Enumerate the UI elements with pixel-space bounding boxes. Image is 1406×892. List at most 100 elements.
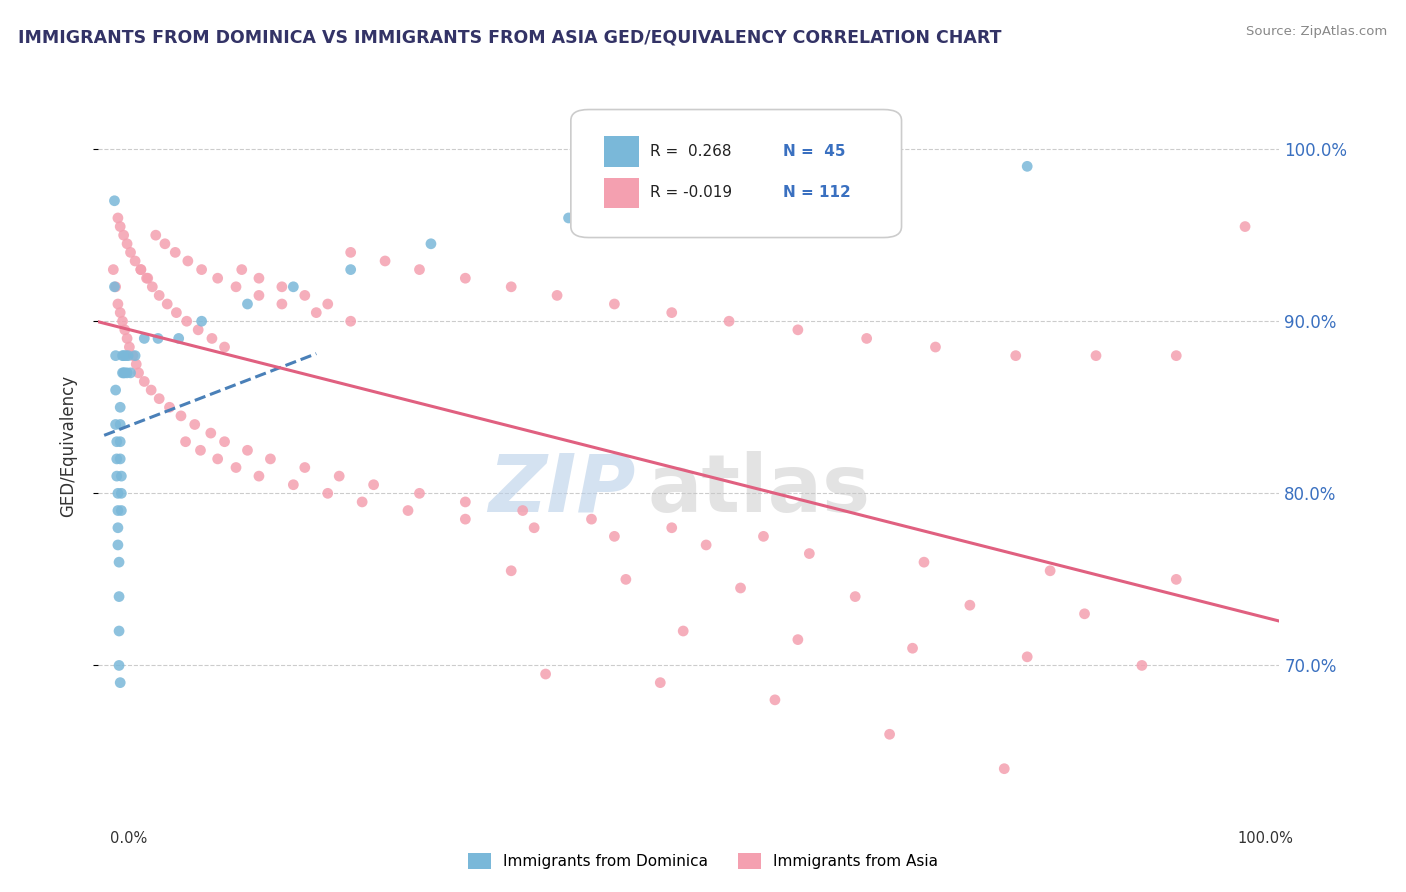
Point [339, 262, 361, 277]
Point [105, 451, 128, 466]
Point [752, 529, 775, 543]
Text: 0.0%: 0.0% [110, 831, 146, 846]
Point [108, 624, 131, 638]
Point [103, 262, 125, 277]
Point [108, 305, 131, 319]
Point [190, 443, 212, 458]
Point [305, 305, 328, 319]
Text: atlas: atlas [648, 450, 870, 529]
Point [661, 305, 683, 319]
Point [236, 297, 259, 311]
Point [339, 314, 361, 328]
Text: Source: ZipAtlas.com: Source: ZipAtlas.com [1247, 25, 1388, 38]
Point [165, 305, 187, 319]
Point [120, 245, 142, 260]
Point [603, 529, 626, 543]
Bar [605, 178, 640, 208]
Point [107, 297, 129, 311]
Point [136, 271, 159, 285]
Point [912, 555, 935, 569]
Point [108, 401, 131, 415]
Point [111, 366, 134, 380]
Point [107, 503, 129, 517]
Point [184, 417, 207, 432]
Point [1166, 349, 1188, 363]
Point [115, 331, 138, 345]
Point [454, 512, 477, 526]
Point [844, 590, 866, 604]
Point [730, 581, 752, 595]
Point [603, 297, 626, 311]
Point [993, 762, 1015, 776]
Point [121, 349, 143, 363]
Point [236, 443, 259, 458]
Point [107, 486, 129, 500]
Point [174, 434, 197, 449]
Point [231, 262, 253, 277]
Point [134, 331, 156, 345]
Point [125, 357, 148, 371]
Point [115, 366, 138, 380]
Point [118, 340, 141, 354]
Point [396, 503, 419, 517]
Point [104, 349, 127, 363]
Point [105, 434, 128, 449]
Point [1073, 607, 1095, 621]
Point [141, 383, 163, 397]
Point [124, 254, 146, 268]
Point [786, 632, 808, 647]
Point [283, 477, 305, 491]
Point [170, 409, 193, 423]
Point [110, 503, 132, 517]
Point [718, 314, 741, 328]
Point [523, 521, 546, 535]
Point [120, 366, 142, 380]
Text: R =  0.268: R = 0.268 [650, 144, 731, 159]
Y-axis label: GED/Equivalency: GED/Equivalency [59, 375, 77, 517]
Point [108, 451, 131, 466]
Point [339, 245, 361, 260]
Point [695, 538, 717, 552]
Point [763, 693, 786, 707]
Point [294, 460, 316, 475]
Point [105, 469, 128, 483]
Point [115, 349, 138, 363]
Point [283, 280, 305, 294]
Point [557, 211, 579, 225]
Point [1234, 219, 1257, 234]
Point [146, 331, 169, 345]
Point [107, 521, 129, 535]
Point [104, 383, 127, 397]
Point [225, 460, 247, 475]
Point [124, 349, 146, 363]
FancyBboxPatch shape [571, 110, 901, 237]
Point [135, 271, 157, 285]
Point [112, 366, 135, 380]
Point [103, 280, 125, 294]
Point [247, 271, 270, 285]
Point [672, 624, 695, 638]
Point [112, 228, 135, 243]
Text: N = 112: N = 112 [783, 186, 851, 201]
Text: 100.0%: 100.0% [1237, 831, 1294, 846]
Point [270, 280, 292, 294]
Point [454, 495, 477, 509]
Point [316, 297, 339, 311]
Point [1039, 564, 1062, 578]
Point [247, 288, 270, 302]
Point [328, 469, 350, 483]
Point [145, 228, 167, 243]
Point [581, 512, 603, 526]
Point [207, 451, 229, 466]
Point [128, 366, 150, 380]
Point [1017, 649, 1039, 664]
Point [225, 280, 247, 294]
Point [141, 280, 163, 294]
Point [534, 667, 557, 681]
Point [200, 426, 222, 441]
Point [408, 486, 430, 500]
Point [104, 280, 127, 294]
Point [201, 331, 224, 345]
Point [959, 598, 981, 612]
Point [1004, 349, 1026, 363]
